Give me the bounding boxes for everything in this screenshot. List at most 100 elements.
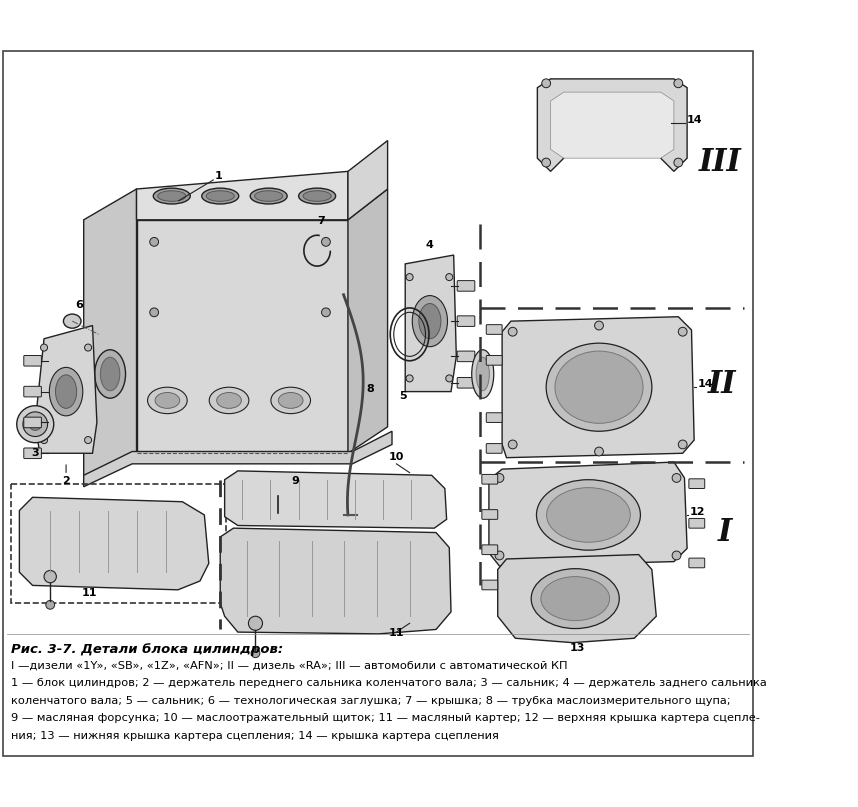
Ellipse shape [158, 190, 186, 201]
FancyBboxPatch shape [457, 281, 474, 291]
Ellipse shape [251, 188, 287, 204]
Text: 10: 10 [389, 452, 404, 462]
Ellipse shape [541, 576, 609, 621]
Text: 9: 9 [291, 476, 299, 486]
FancyBboxPatch shape [482, 510, 498, 520]
Ellipse shape [56, 375, 76, 408]
Polygon shape [537, 79, 687, 171]
Ellipse shape [255, 190, 283, 201]
Polygon shape [136, 220, 348, 454]
Circle shape [150, 308, 159, 316]
FancyBboxPatch shape [689, 479, 704, 488]
Ellipse shape [472, 349, 493, 398]
Circle shape [322, 237, 330, 246]
FancyBboxPatch shape [482, 580, 498, 590]
Circle shape [249, 617, 263, 630]
Circle shape [406, 375, 414, 382]
Text: 4: 4 [426, 240, 434, 250]
FancyBboxPatch shape [24, 448, 41, 458]
Ellipse shape [94, 349, 125, 398]
Circle shape [595, 321, 603, 330]
Text: 12: 12 [690, 507, 705, 517]
Polygon shape [348, 140, 388, 220]
FancyBboxPatch shape [457, 316, 474, 326]
Circle shape [674, 79, 683, 88]
Text: 14: 14 [687, 115, 703, 125]
Circle shape [322, 308, 330, 316]
Text: I: I [718, 517, 732, 548]
Text: 6: 6 [76, 300, 83, 310]
Ellipse shape [155, 392, 179, 408]
Circle shape [508, 328, 517, 336]
Polygon shape [35, 325, 97, 454]
Circle shape [40, 437, 47, 444]
Ellipse shape [536, 479, 640, 550]
Circle shape [44, 571, 57, 583]
Circle shape [495, 551, 504, 560]
Ellipse shape [206, 190, 234, 201]
Circle shape [679, 440, 687, 449]
Circle shape [541, 158, 551, 167]
Circle shape [595, 447, 603, 456]
Ellipse shape [274, 513, 283, 521]
Ellipse shape [531, 569, 619, 629]
Text: 14: 14 [698, 379, 713, 389]
Polygon shape [84, 189, 136, 479]
Text: 5: 5 [399, 391, 407, 400]
Bar [10, 484, 227, 603]
Ellipse shape [154, 188, 190, 204]
Text: 11: 11 [82, 588, 98, 598]
FancyBboxPatch shape [24, 356, 41, 366]
Circle shape [672, 551, 681, 560]
FancyBboxPatch shape [457, 378, 474, 388]
FancyBboxPatch shape [486, 444, 502, 454]
Polygon shape [20, 497, 208, 590]
Ellipse shape [303, 190, 331, 201]
FancyBboxPatch shape [267, 478, 290, 497]
Circle shape [679, 328, 687, 336]
Ellipse shape [202, 188, 239, 204]
Ellipse shape [476, 358, 489, 391]
Ellipse shape [17, 406, 54, 443]
Circle shape [251, 649, 260, 658]
Text: 9 — масляная форсунка; 10 — маслоотражательный щиток; 11 — масляный картер; 12 —: 9 — масляная форсунка; 10 — маслоотражат… [10, 713, 759, 723]
Polygon shape [489, 462, 687, 566]
Circle shape [85, 437, 92, 444]
Ellipse shape [209, 387, 249, 414]
FancyBboxPatch shape [486, 324, 502, 334]
Circle shape [446, 375, 453, 382]
Circle shape [85, 344, 92, 351]
Ellipse shape [278, 392, 303, 408]
Ellipse shape [299, 188, 335, 204]
Circle shape [150, 237, 159, 246]
Circle shape [446, 274, 453, 281]
FancyBboxPatch shape [457, 351, 474, 362]
FancyBboxPatch shape [689, 518, 704, 528]
Polygon shape [498, 554, 656, 642]
Polygon shape [136, 171, 348, 220]
Polygon shape [84, 431, 392, 487]
Text: 3: 3 [32, 448, 39, 458]
Circle shape [406, 274, 414, 281]
Text: 11: 11 [389, 628, 404, 638]
FancyBboxPatch shape [486, 356, 502, 366]
Circle shape [541, 79, 551, 88]
Ellipse shape [29, 418, 41, 430]
Circle shape [672, 474, 681, 483]
Circle shape [508, 440, 517, 449]
FancyBboxPatch shape [24, 387, 41, 397]
Ellipse shape [23, 412, 47, 437]
Ellipse shape [63, 314, 81, 328]
Ellipse shape [419, 303, 441, 339]
Text: 1 — блок цилиндров; 2 — держатель переднего сальника коленчатого вала; 3 — сальн: 1 — блок цилиндров; 2 — держатель передн… [10, 678, 766, 688]
Text: 2: 2 [62, 476, 70, 487]
Ellipse shape [555, 351, 643, 424]
Text: 13: 13 [570, 643, 584, 654]
Ellipse shape [547, 343, 652, 431]
Ellipse shape [271, 387, 311, 414]
Ellipse shape [49, 367, 83, 416]
Circle shape [40, 344, 47, 351]
Ellipse shape [217, 392, 241, 408]
Text: I —дизели «1Y», «SB», «1Z», «AFN»; II — дизель «RA»; III — автомобили с автомати: I —дизели «1Y», «SB», «1Z», «AFN»; II — … [10, 660, 567, 671]
FancyBboxPatch shape [24, 417, 41, 428]
